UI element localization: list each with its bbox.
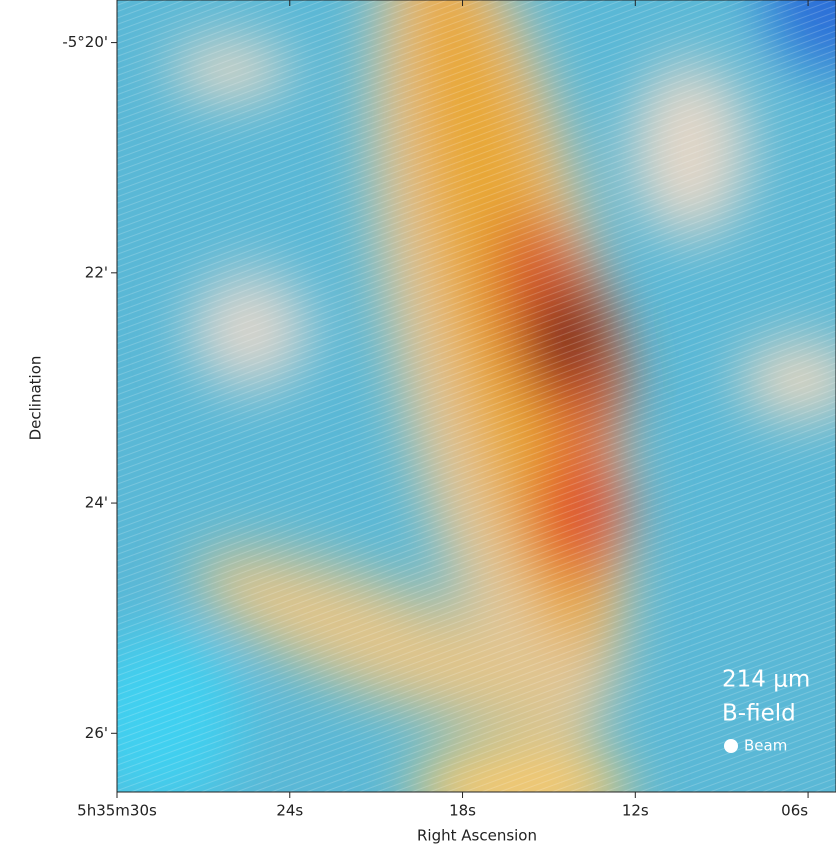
annotation: Beam — [744, 737, 787, 755]
x-tick-label: 12s — [622, 802, 649, 820]
x-tick-label: 06s — [781, 802, 808, 820]
annotation: B-field — [722, 701, 796, 727]
x-tick-label: 24s — [276, 802, 303, 820]
y-tick-label: 26' — [85, 724, 108, 742]
annotation: 214 μm — [722, 667, 810, 693]
x-tick-label: 18s — [449, 802, 476, 820]
y-axis-label: Declination — [27, 356, 45, 441]
y-tick-label: 22' — [85, 263, 108, 281]
y-tick-label: 24' — [85, 494, 108, 512]
x-axis-label: Right Ascension — [417, 827, 537, 845]
intensity-map — [117, 0, 836, 792]
y-tick-label: -5°20' — [62, 33, 108, 51]
x-tick-label: 5h35m30s — [77, 802, 157, 820]
